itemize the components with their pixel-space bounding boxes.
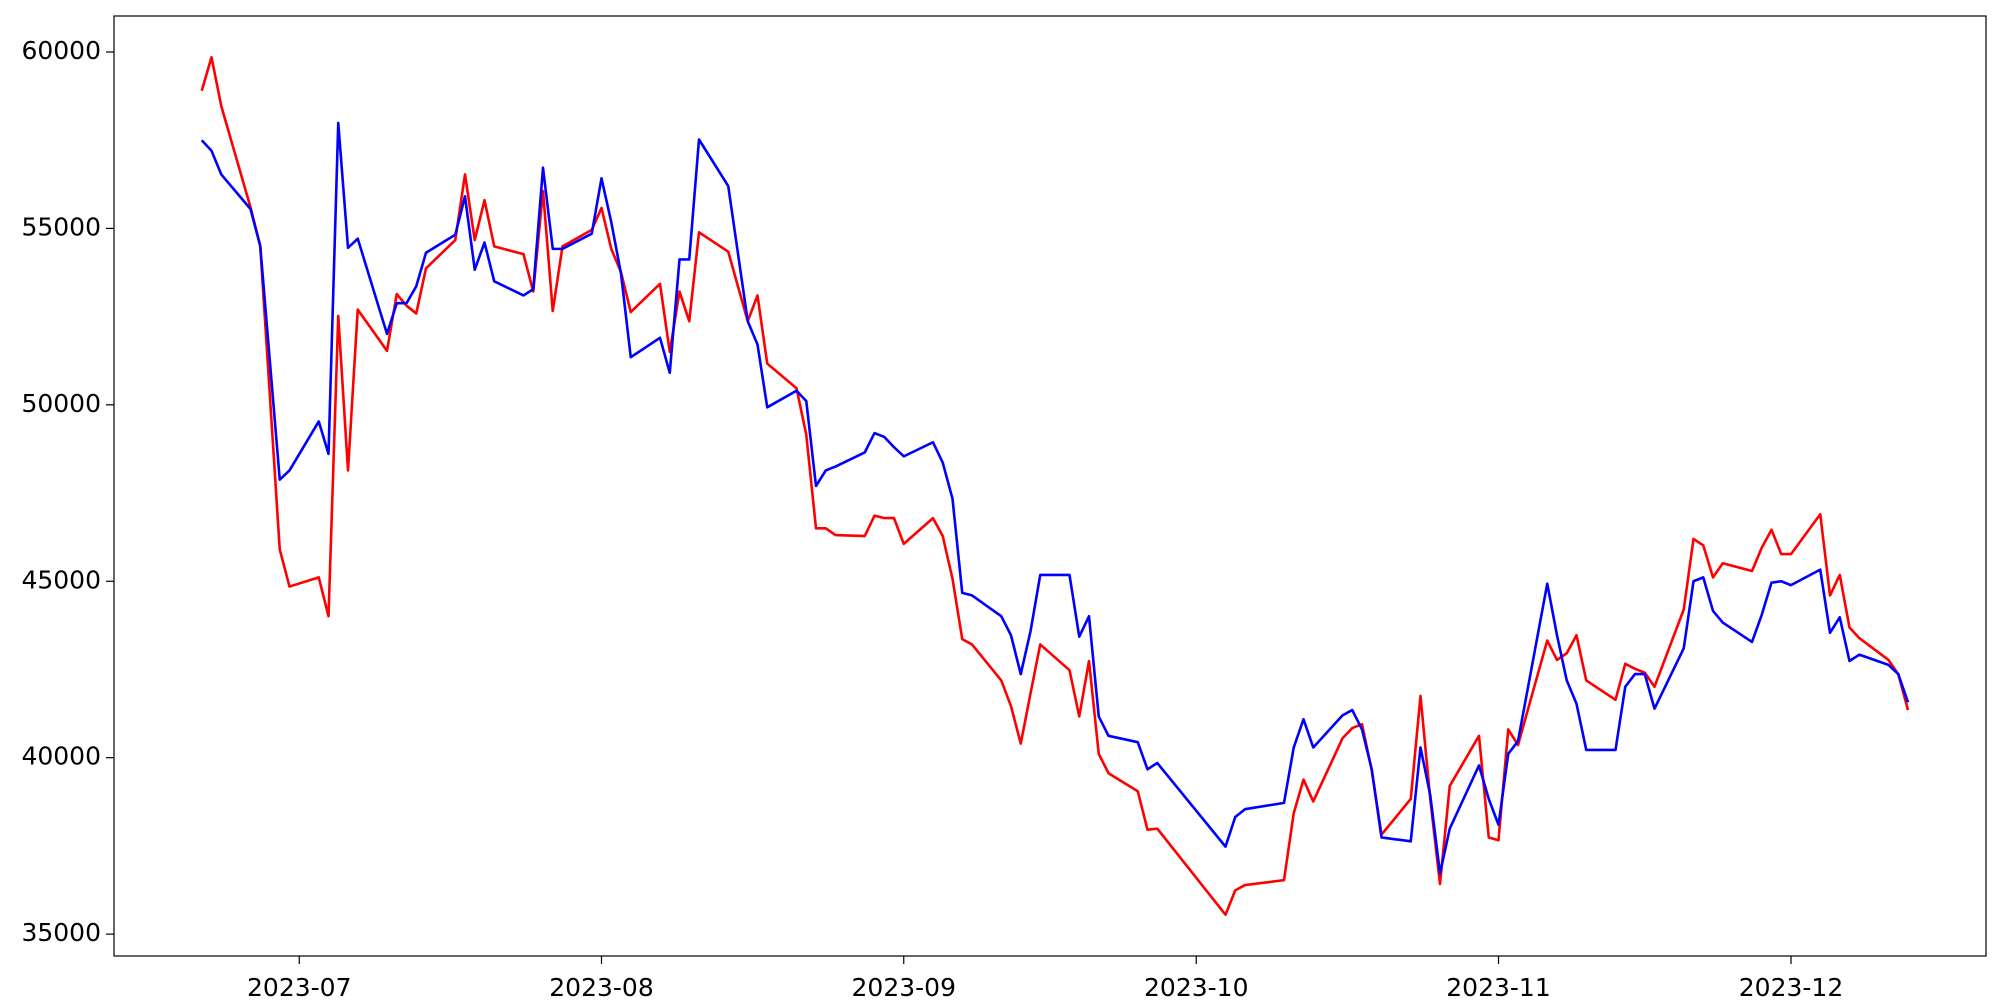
x-tick-label: 2023-09 [852,973,956,1000]
y-tick-label: 60000 [21,36,101,65]
x-tick-label: 2023-08 [549,973,653,1000]
y-tick-label: 40000 [21,742,101,771]
y-tick-label: 45000 [21,565,101,594]
x-tick-label: 2023-10 [1144,973,1248,1000]
line-series [200,121,1910,875]
y-tick-label: 55000 [21,212,101,241]
line-series [200,55,1910,917]
y-tick-label: 35000 [21,918,101,947]
plot-frame [113,15,1987,957]
x-tick-label: 2023-07 [247,973,351,1000]
x-tick-label: 2023-12 [1739,973,1843,1000]
x-tick-label: 2023-11 [1446,973,1550,1000]
y-tick-label: 50000 [21,389,101,418]
